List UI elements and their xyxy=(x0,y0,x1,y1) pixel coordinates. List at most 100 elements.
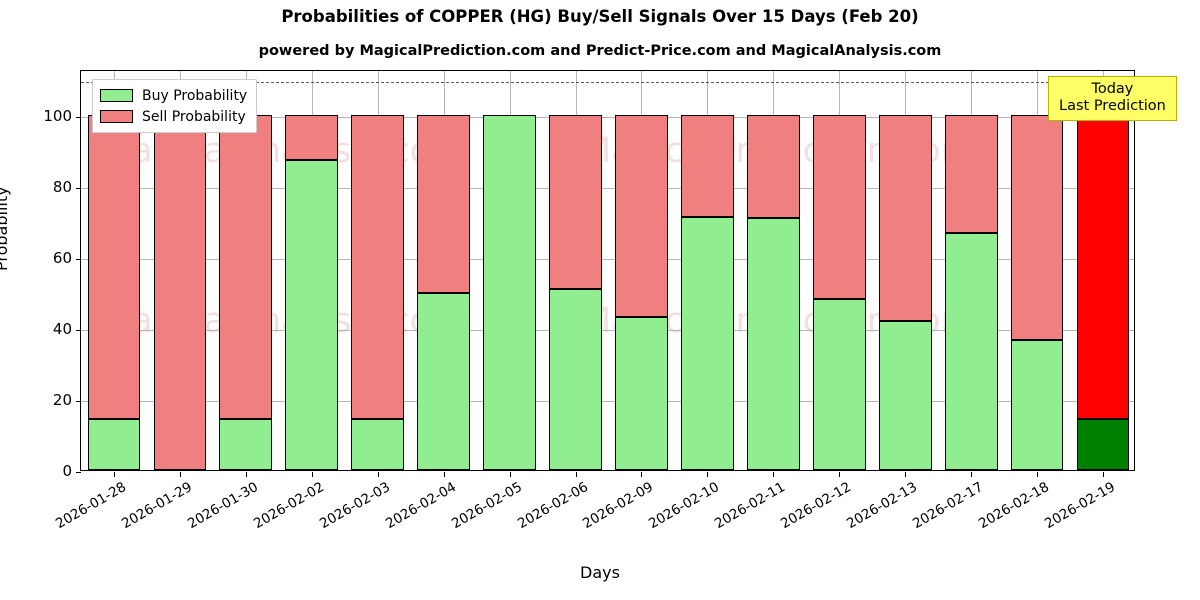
x-tick-mark xyxy=(377,472,379,477)
x-tick-mark xyxy=(1037,472,1039,477)
x-tick-label: 2026-02-13 xyxy=(844,479,921,533)
x-tick-label: 2026-02-05 xyxy=(448,479,525,533)
bar-segment-sell[interactable] xyxy=(746,115,800,219)
x-tick-label: 2026-02-10 xyxy=(646,479,723,533)
legend-swatch-sell xyxy=(100,110,133,123)
x-tick-mark xyxy=(971,472,973,477)
y-tick-label: 100 xyxy=(43,107,72,126)
horizontal-gridline xyxy=(81,259,1134,261)
bar-segment-sell[interactable] xyxy=(417,115,471,293)
x-tick-label: 2026-02-04 xyxy=(382,479,459,533)
y-tick-label: 20 xyxy=(52,391,72,410)
bar-segment-buy[interactable] xyxy=(746,218,800,470)
bar-segment-sell[interactable] xyxy=(351,115,405,419)
bar-segment-buy[interactable] xyxy=(812,299,866,470)
bar-segment-sell[interactable] xyxy=(878,115,932,321)
bar-group[interactable] xyxy=(944,71,998,470)
x-tick-label: 2026-02-17 xyxy=(910,479,987,533)
bar-segment-buy[interactable] xyxy=(351,418,405,470)
bar-segment-buy[interactable] xyxy=(219,418,273,470)
bar-group[interactable] xyxy=(746,71,800,470)
bar-group[interactable] xyxy=(351,71,405,470)
x-tick-mark xyxy=(443,472,445,477)
x-tick-label: 2026-01-29 xyxy=(118,479,195,533)
legend-item[interactable]: Buy Probability xyxy=(100,85,247,106)
bar-segment-sell[interactable] xyxy=(1076,115,1130,419)
bar-segment-buy[interactable] xyxy=(549,289,602,470)
bar-segment-sell[interactable] xyxy=(1010,115,1064,341)
bar-group[interactable] xyxy=(1010,71,1064,470)
y-tick-label: 40 xyxy=(52,320,72,339)
bar-segment-sell[interactable] xyxy=(219,115,273,419)
bar-segment-buy[interactable] xyxy=(615,317,668,470)
bar-segment-sell[interactable] xyxy=(549,115,602,290)
legend-swatch-buy xyxy=(100,89,133,102)
y-tick-mark xyxy=(76,401,81,403)
chart-subtitle: powered by MagicalPrediction.com and Pre… xyxy=(258,43,942,59)
bar-segment-sell[interactable] xyxy=(681,115,734,217)
y-tick-label: 80 xyxy=(52,178,72,197)
legend-item[interactable]: Sell Probability xyxy=(100,106,247,127)
bar-segment-sell[interactable] xyxy=(87,115,141,419)
x-tick-label: 2026-02-18 xyxy=(976,479,1053,533)
bar-segment-buy[interactable] xyxy=(878,320,932,470)
chart-title: Probabilities of COPPER (HG) Buy/Sell Si… xyxy=(281,7,919,26)
bar-segment-buy[interactable] xyxy=(1076,418,1130,470)
bar-segment-buy[interactable] xyxy=(483,115,536,470)
bar-group[interactable] xyxy=(681,71,734,470)
bar-segment-buy[interactable] xyxy=(417,292,471,470)
x-tick-mark xyxy=(839,472,841,477)
bar-group[interactable] xyxy=(219,71,273,470)
y-tick-label: 60 xyxy=(52,249,72,268)
x-tick-mark xyxy=(575,472,577,477)
y-tick-mark xyxy=(76,330,81,332)
x-tick-label: 2026-02-09 xyxy=(580,479,657,533)
x-tick-label: 2026-02-12 xyxy=(778,479,855,533)
bar-segment-buy[interactable] xyxy=(944,233,998,470)
x-tick-mark xyxy=(113,472,115,477)
chart-legend: Buy Probability Sell Probability xyxy=(92,79,258,133)
x-tick-label: 2026-01-30 xyxy=(184,479,261,533)
bar-segment-sell[interactable] xyxy=(615,115,668,318)
bar-group[interactable] xyxy=(417,71,471,470)
bar-segment-sell[interactable] xyxy=(153,115,207,470)
bar-segment-buy[interactable] xyxy=(285,159,339,470)
x-tick-mark xyxy=(509,472,511,477)
x-tick-mark xyxy=(773,472,775,477)
bar-group[interactable] xyxy=(483,71,536,470)
bar-group[interactable] xyxy=(285,71,339,470)
horizontal-gridline xyxy=(81,188,1134,190)
reference-dashed-line xyxy=(81,81,1134,83)
today-annotation-line2: Last Prediction xyxy=(1059,97,1166,114)
x-tick-label: 2026-02-03 xyxy=(316,479,393,533)
bar-segment-sell[interactable] xyxy=(812,115,866,300)
bar-segment-buy[interactable] xyxy=(1010,340,1064,470)
x-axis-label: Days xyxy=(580,563,620,582)
x-tick-mark xyxy=(641,472,643,477)
bar-segment-sell[interactable] xyxy=(285,115,339,160)
y-tick-mark xyxy=(76,472,81,473)
x-tick-mark xyxy=(707,472,709,477)
bar-segment-sell[interactable] xyxy=(944,115,998,234)
x-tick-label: 2026-01-28 xyxy=(53,479,129,533)
bar-group[interactable] xyxy=(549,71,602,470)
y-tick-label: 0 xyxy=(62,462,72,480)
horizontal-gridline xyxy=(81,401,1134,403)
bar-group[interactable] xyxy=(1076,71,1130,470)
x-tick-mark xyxy=(1103,472,1105,477)
bar-segment-buy[interactable] xyxy=(87,418,141,470)
bar-group[interactable] xyxy=(153,71,207,470)
bar-group[interactable] xyxy=(878,71,932,470)
horizontal-gridline xyxy=(81,117,1134,119)
x-tick-label: 2026-02-06 xyxy=(514,479,591,533)
bar-group[interactable] xyxy=(87,71,141,470)
x-tick-label: 2026-02-02 xyxy=(250,479,327,533)
bar-group[interactable] xyxy=(812,71,866,470)
y-tick-mark xyxy=(76,117,81,119)
bar-group[interactable] xyxy=(615,71,668,470)
x-tick-mark xyxy=(905,472,907,477)
bar-segment-buy[interactable] xyxy=(681,216,734,470)
horizontal-gridline xyxy=(81,330,1134,332)
today-annotation: Today Last Prediction xyxy=(1048,76,1177,121)
